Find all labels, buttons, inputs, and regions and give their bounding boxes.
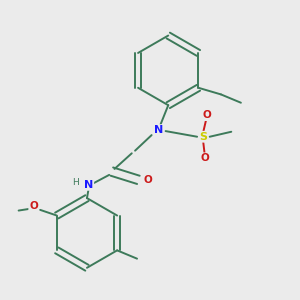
Text: O: O	[143, 175, 152, 185]
Text: O: O	[202, 110, 211, 120]
Text: O: O	[29, 201, 38, 211]
Text: N: N	[84, 180, 93, 190]
Text: O: O	[200, 153, 209, 163]
Text: N: N	[154, 125, 163, 135]
Text: S: S	[199, 132, 207, 142]
Text: H: H	[72, 178, 79, 187]
